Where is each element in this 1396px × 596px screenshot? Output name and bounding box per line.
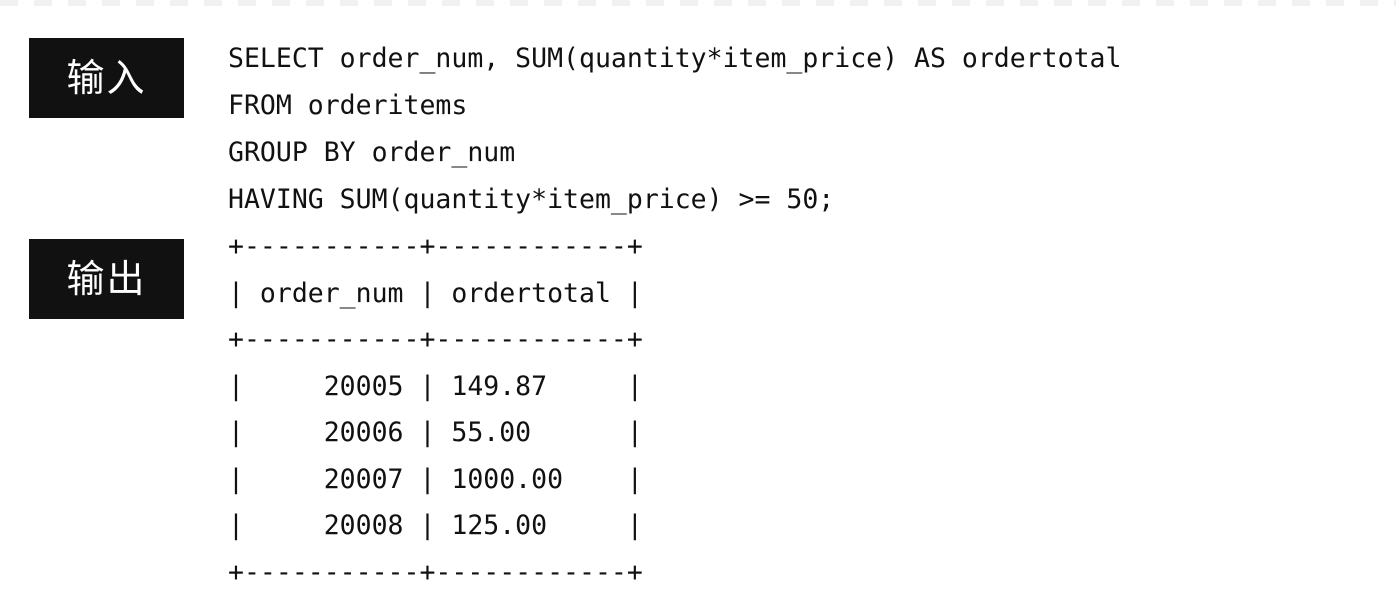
table-row: | 20008 | 125.00 | (228, 503, 643, 550)
table-row: | 20006 | 55.00 | (228, 410, 643, 457)
output-label-badge: 输出 (29, 239, 184, 319)
scan-edge-artifact (0, 0, 1396, 6)
table-row: | 20005 | 149.87 | (228, 364, 643, 411)
table-border-bottom: +-----------+------------+ (228, 550, 643, 596)
table-header-separator: +-----------+------------+ (228, 317, 643, 364)
result-table: +-----------+------------+| order_num | … (228, 224, 643, 596)
sql-line: GROUP BY order_num (228, 129, 1121, 176)
sql-line: HAVING SUM(quantity*item_price) >= 50; (228, 176, 1121, 223)
input-label-badge: 输入 (29, 38, 184, 118)
sql-line: SELECT order_num, SUM(quantity*item_pric… (228, 35, 1121, 82)
sql-line: FROM orderitems (228, 82, 1121, 129)
table-border-top: +-----------+------------+ (228, 224, 643, 271)
sql-code-block: SELECT order_num, SUM(quantity*item_pric… (228, 35, 1121, 223)
table-header-row: | order_num | ordertotal | (228, 271, 643, 318)
table-row: | 20007 | 1000.00 | (228, 457, 643, 504)
